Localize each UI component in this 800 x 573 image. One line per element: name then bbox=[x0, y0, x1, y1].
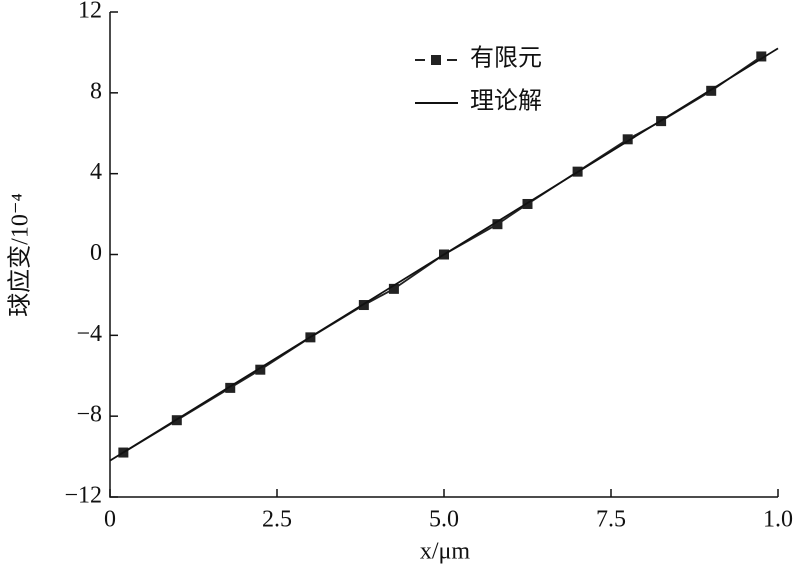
y-tick-label: 4 bbox=[90, 159, 102, 185]
point bbox=[756, 51, 767, 62]
point bbox=[225, 382, 236, 393]
point bbox=[255, 364, 266, 375]
y-tick-label: −4 bbox=[76, 321, 102, 347]
legend-label: 理论解 bbox=[470, 88, 542, 115]
point bbox=[388, 283, 399, 294]
x-tick-label: 1.0 bbox=[763, 507, 793, 533]
point bbox=[492, 219, 503, 230]
point bbox=[706, 85, 717, 96]
y-tick-label: 0 bbox=[90, 240, 102, 266]
y-tick-label: 8 bbox=[90, 78, 102, 104]
y-axis-label: 球应变/10⁻⁴ bbox=[7, 193, 34, 317]
y-tick-label: −12 bbox=[64, 483, 102, 509]
point bbox=[622, 134, 633, 145]
x-tick-label: 5.0 bbox=[429, 507, 459, 533]
y-tick-label: 12 bbox=[78, 0, 102, 24]
x-axis-label: x/μm bbox=[420, 539, 471, 565]
x-tick-label: 0 bbox=[104, 507, 116, 533]
series-line bbox=[109, 47, 779, 462]
legend-marker bbox=[431, 55, 441, 65]
legend-label: 有限元 bbox=[470, 45, 542, 72]
x-tick-label: 2.5 bbox=[262, 507, 292, 533]
x-tick-label: 7.5 bbox=[596, 507, 626, 533]
y-tick-label: −8 bbox=[76, 402, 102, 428]
